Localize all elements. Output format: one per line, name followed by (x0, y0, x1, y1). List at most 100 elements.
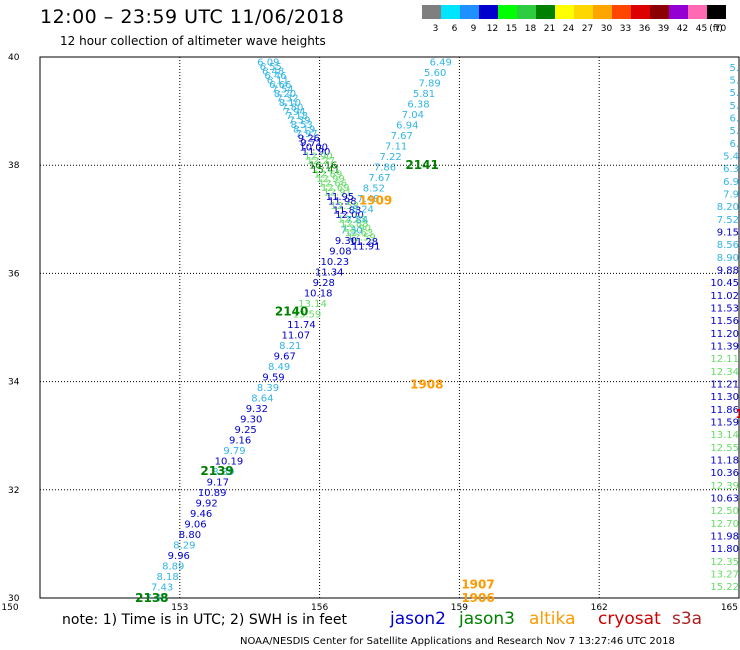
lat-tick-label: 40 (8, 53, 20, 63)
legend-swatch (612, 5, 631, 19)
legend-swatch (555, 5, 574, 19)
wave-height-value: 11.07 (282, 330, 311, 341)
satellite-altika: altika (529, 609, 576, 629)
wave-height-value: 8.90 (717, 253, 739, 264)
wave-height-value: 6.09 (257, 57, 279, 68)
wave-height-value: 7.04 (402, 110, 424, 121)
wave-height-value: 6.9 (723, 177, 739, 188)
pass-time-label: 1906 (461, 591, 494, 605)
wave-height-value: 8.20 (717, 202, 739, 213)
wave-height-value: 11.28 (349, 237, 378, 248)
wave-height-value: 10.18 (304, 288, 333, 299)
lon-tick-label: 165 (721, 603, 738, 613)
wave-height-value: 12.11 (710, 354, 739, 365)
wave-height-value: 8.49 (268, 362, 290, 373)
wave-height-value: 11.34 (315, 267, 344, 278)
wave-height-value: 7.30 (340, 225, 362, 236)
wave-height-value: 12.50 (710, 506, 739, 517)
wave-height-value: 7.32 (276, 93, 298, 104)
wave-height-value: 9.06 (184, 519, 206, 530)
wave-height-value: 15.22 (710, 582, 739, 593)
wave-height-value: 9.32 (246, 404, 268, 415)
wave-height-value: 9.25 (235, 425, 257, 436)
lat-tick-label: 38 (8, 161, 20, 171)
wave-height-value: 7.86 (374, 162, 396, 173)
wave-height-value: 7.48 (357, 194, 379, 205)
wave-height-value: 9.46 (190, 509, 212, 520)
wave-height-value: 6.49 (430, 57, 452, 68)
wave-height-value: 12.69 (314, 170, 343, 181)
wave-height-value: 12.23 (338, 214, 367, 225)
wave-height-value: 12.59 (347, 232, 376, 243)
wave-height-value: 5. (729, 88, 739, 99)
wave-height-value: 7.94 (283, 107, 305, 118)
legend-swatch (517, 5, 536, 19)
wave-height-value: 13.27 (710, 570, 739, 581)
legend-swatch (688, 5, 707, 19)
wave-height-value: 11.80 (710, 544, 739, 555)
satellite-cryosat: cryosat (598, 609, 661, 629)
footer-note: note: 1) Time is in UTC; 2) SWH is in fe… (62, 612, 348, 628)
pass-time-label: 2141 (405, 158, 438, 172)
legend-label: 21 (544, 24, 555, 34)
wave-height-value: 8.39 (257, 383, 279, 394)
wave-height-value: 10.45 (710, 278, 739, 289)
legend-unit: (ft) (709, 24, 723, 34)
wave-height-value: 9.08 (329, 246, 351, 257)
color-legend: 3 6 9 12 15 18 21 24 27 30 33 36 39 42 45 70(ft) (422, 5, 727, 34)
wave-height-value: 11.83 (333, 205, 362, 216)
wave-height-value: 12.91 (323, 188, 352, 199)
wave-height-value: 12.35 (710, 557, 739, 568)
wave-height-value: 5. (729, 75, 739, 86)
wave-height-value: 11.74 (287, 320, 316, 331)
wave-height-value: 11.86 (710, 405, 739, 416)
wave-height-value: 13.59 (293, 309, 322, 320)
legend-swatch (650, 5, 669, 19)
wave-height-value: 11.53 (710, 303, 739, 314)
legend-label: 15 (506, 24, 517, 34)
legend-label: 45 (696, 24, 707, 34)
wave-height-value: 11.95 (326, 192, 355, 203)
wave-height-value: 11.91 (352, 241, 381, 252)
legend-swatch (574, 5, 593, 19)
wave-height-value: 6.38 (407, 99, 429, 110)
wave-height-value: 10.23 (321, 257, 350, 268)
satellite-jason3: jason3 (459, 609, 515, 629)
pass-time-label: 1908 (410, 377, 443, 391)
wave-height-value: 7.54 (272, 84, 294, 95)
wave-height-value: 9.79 (223, 446, 245, 457)
legend-swatch (669, 5, 688, 19)
wave-height-value: 12.58 (330, 201, 359, 212)
wave-height-value: 7.67 (391, 131, 413, 142)
legend-swatch (536, 5, 555, 19)
wave-height-value: 5. (729, 101, 739, 112)
wave-height-value: 12.90 (342, 223, 371, 234)
lon-tick-label: 156 (311, 603, 328, 613)
wave-height-value: 10.63 (710, 494, 739, 505)
wave-height-value: 7.49 (145, 593, 167, 604)
lat-tick-label: 36 (8, 269, 20, 279)
legend-label: 6 (452, 24, 458, 34)
wave-height-value: 8.80 (179, 530, 201, 541)
wave-height-value: 12.00 (335, 210, 364, 221)
wave-height-value: 8.53 (291, 120, 313, 131)
wave-height-value: 8.56 (717, 240, 739, 251)
wave-height-value: 8.89 (162, 561, 184, 572)
wave-height-value: 8.29 (173, 540, 195, 551)
legend-swatch (498, 5, 517, 19)
wave-height-value: 6.55 (260, 62, 282, 73)
lon-tick-label: 150 (1, 603, 18, 613)
wave-height-value: 13.14 (298, 299, 327, 310)
wave-height-value: 11.02 (710, 291, 739, 302)
wave-height-value: 6.94 (396, 120, 418, 131)
wave-height-value: 8.19 (293, 125, 315, 136)
wave-height-value: 11.98 (710, 532, 739, 543)
page-subtitle: 12 hour collection of altimeter wave hei… (60, 34, 326, 48)
legend-swatch (631, 5, 650, 19)
wave-height-value: 11.18 (710, 456, 739, 467)
legend-label: 70 (715, 24, 727, 34)
wave-height-value: 6.48 (262, 66, 284, 77)
wave-height-value: 11.56 (710, 316, 739, 327)
wave-height-value: 9.26 (298, 134, 320, 145)
pass-time-label: 1 (735, 407, 740, 421)
